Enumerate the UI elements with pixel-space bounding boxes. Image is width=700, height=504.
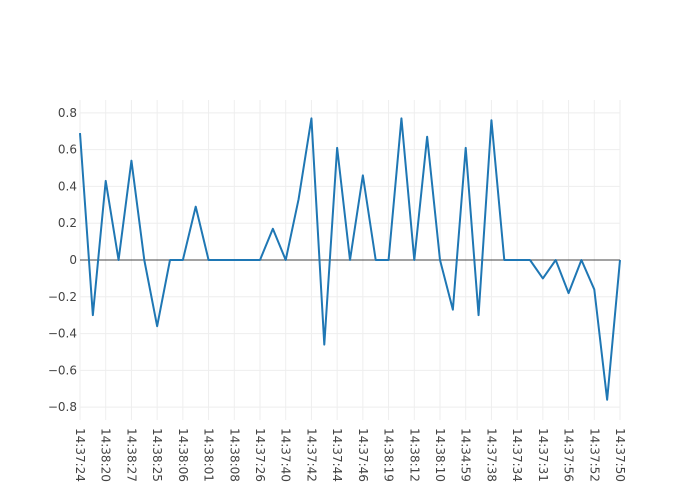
x-tick-label: 14:38:20 [99, 428, 113, 482]
x-tick-label: 14:37:46 [356, 428, 370, 482]
y-gridlines [80, 112, 620, 408]
y-tick-label: −0.4 [48, 327, 77, 341]
x-tick-label: 14:37:44 [330, 428, 344, 482]
x-tick-label: 14:37:31 [536, 428, 550, 482]
y-tick-label: 0.6 [58, 143, 77, 157]
x-tick-label: 14:38:19 [382, 428, 396, 482]
x-tick-label: 14:37:24 [73, 428, 87, 482]
y-tick-label: 0.2 [58, 216, 77, 230]
y-tick-label: −0.8 [48, 400, 77, 414]
y-tick-label: −0.6 [48, 363, 77, 377]
x-tick-label: 14:37:40 [279, 428, 293, 482]
x-axis-ticks: 14:37:24 14:38:20 14:38:27 14:38:25 14:38:06… [73, 428, 627, 482]
x-tick-label: 14:38:12 [407, 428, 421, 482]
x-tick-label: 14:38:08 [227, 428, 241, 482]
y-tick-label: −0.2 [48, 290, 77, 304]
y-tick-label: 0.8 [58, 106, 77, 120]
x-tick-label: 14:38:27 [124, 428, 138, 482]
y-tick-label: 0.4 [58, 179, 77, 193]
x-tick-label: 14:38:06 [176, 428, 190, 482]
x-tick-label: 14:38:10 [433, 428, 447, 482]
x-tick-label: 14:38:01 [202, 428, 216, 482]
x-tick-label: 14:34:59 [459, 428, 473, 482]
y-axis-ticks: −0.8 −0.6 −0.4 −0.2 0 0.2 0.4 0.6 0.8 [48, 106, 77, 414]
x-tick-label: 14:37:34 [510, 428, 524, 482]
x-tick-label: 14:37:42 [304, 428, 318, 482]
x-tick-label: 14:37:38 [484, 428, 498, 482]
y-tick-label: 0 [69, 253, 77, 267]
series-line [79, 117, 621, 401]
x-tick-label: 14:37:26 [253, 428, 267, 482]
series-group [79, 117, 621, 401]
x-tick-label: 14:37:56 [562, 428, 576, 482]
x-tick-label: 14:38:25 [150, 428, 164, 482]
x-tick-label: 14:37:50 [613, 428, 627, 482]
x-tick-label: 14:37:52 [587, 428, 601, 482]
